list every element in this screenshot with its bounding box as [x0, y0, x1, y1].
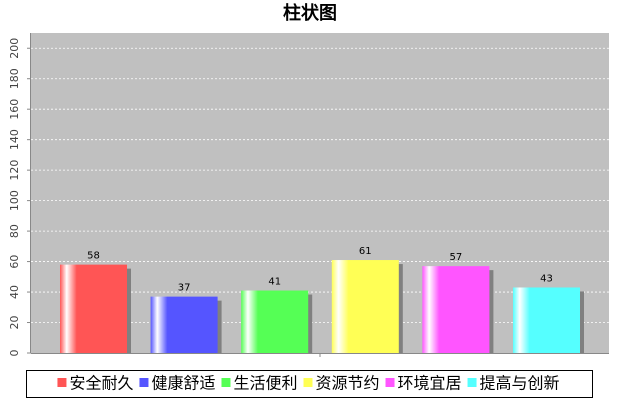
y-tick-label: 160: [8, 99, 21, 120]
legend-swatch: [221, 378, 231, 387]
legend-swatch: [467, 378, 477, 387]
bar: [60, 264, 127, 353]
y-tick-label: 180: [8, 68, 21, 89]
legend-label: 安全耐久: [69, 374, 133, 393]
y-tick-label: 40: [8, 285, 21, 299]
data-label: 61: [359, 246, 372, 257]
legend-label: 健康舒适: [151, 374, 215, 393]
y-tick-label: 100: [8, 190, 21, 211]
legend-swatch: [57, 378, 67, 387]
data-label: 43: [540, 273, 553, 284]
data-label: 41: [268, 277, 281, 288]
y-tick-label: 120: [8, 160, 21, 181]
bar: [150, 296, 218, 353]
chart-title: 柱状图: [283, 2, 337, 24]
y-tick-label: 200: [8, 38, 21, 59]
legend-label: 环境宜居: [398, 374, 462, 393]
bar: [241, 290, 309, 353]
bar: [513, 287, 580, 353]
legend-label: 提高与创新: [480, 374, 560, 393]
y-tick-label: 140: [8, 129, 21, 150]
data-label: 58: [87, 251, 100, 262]
y-tick-label: 20: [8, 316, 21, 330]
legend-label: 生活便利: [233, 374, 297, 393]
bar: [422, 266, 490, 353]
legend-swatch: [385, 378, 395, 387]
bar: [331, 260, 399, 353]
data-label: 37: [178, 283, 191, 294]
legend-swatch: [303, 378, 313, 387]
legend-label: 资源节约: [316, 374, 380, 393]
legend-swatch: [139, 378, 149, 387]
y-tick-label: 60: [8, 255, 21, 269]
data-label: 57: [450, 252, 463, 263]
y-tick-label: 80: [8, 224, 21, 238]
y-tick-label: 0: [8, 350, 21, 357]
